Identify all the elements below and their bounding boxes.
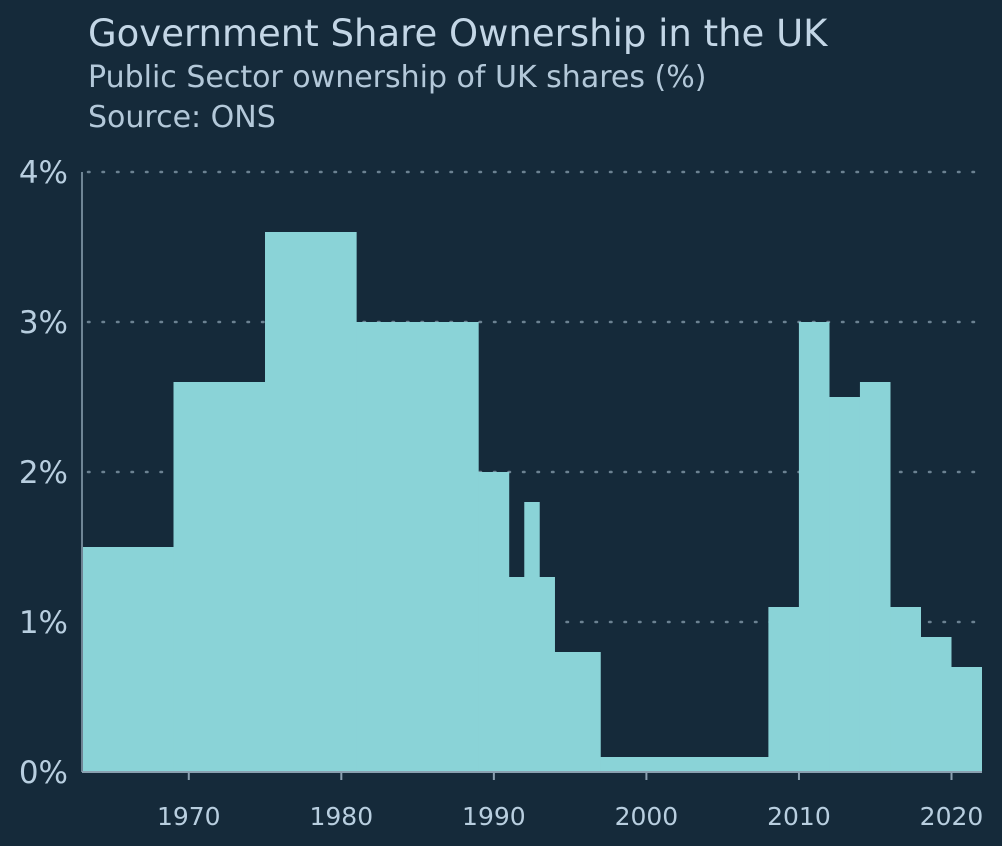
step-1963 <box>82 547 174 772</box>
y-tick-label-3: 3% <box>19 305 68 341</box>
x-tick-label-1970: 1970 <box>157 802 221 831</box>
step-2010 <box>798 322 830 772</box>
y-tick-label-0: 0% <box>19 755 68 791</box>
x-tick-label-1980: 1980 <box>310 802 374 831</box>
y-tick-label-4: 4% <box>19 155 68 191</box>
step-1994 <box>554 652 601 772</box>
chart-title: Government Share Ownership in the UK <box>88 12 828 55</box>
x-tick-label-1990: 1990 <box>462 802 526 831</box>
chart-source: Source: ONS <box>88 100 276 135</box>
step-2014 <box>859 382 891 772</box>
step-1969 <box>173 382 266 772</box>
y-tick-label-1: 1% <box>19 605 68 641</box>
step-1992 <box>524 502 540 772</box>
step-2020 <box>951 667 982 772</box>
step-2012 <box>829 397 860 772</box>
step-2016 <box>890 607 921 772</box>
chart-header: Government Share Ownership in the UK Pub… <box>88 10 827 138</box>
step-2008 <box>768 607 799 772</box>
chart-subtitle: Public Sector ownership of UK shares (%) <box>88 60 707 95</box>
x-tick-label-2000: 2000 <box>615 802 679 831</box>
step-1975 <box>265 232 357 772</box>
step-2018 <box>920 637 952 772</box>
step-1993 <box>539 577 555 772</box>
step-1997 <box>600 757 769 772</box>
step-1981 <box>356 322 479 772</box>
step-1991 <box>509 577 525 772</box>
step-1989 <box>478 472 510 772</box>
x-tick-label-2010: 2010 <box>767 802 831 831</box>
y-tick-label-2: 2% <box>19 455 68 491</box>
x-tick-label-2020: 2020 <box>920 802 984 831</box>
